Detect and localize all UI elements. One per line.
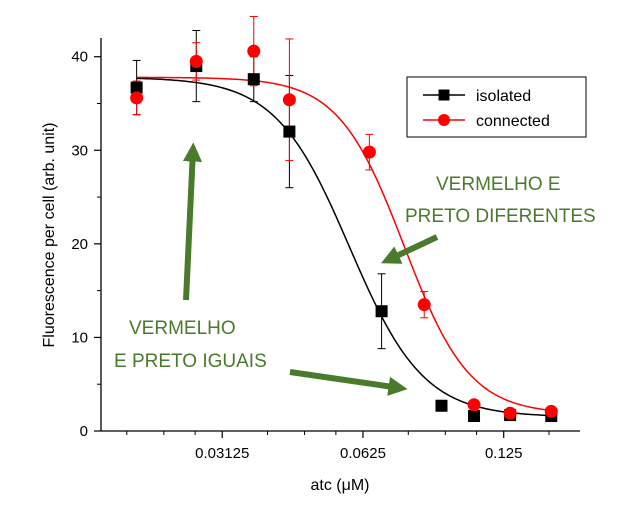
point-isolated [130, 81, 143, 94]
axis-ticks: 0 10 20 30 40 0.03125 0.0625 0.125 [71, 49, 550, 462]
x-tick-label: 0.03125 [195, 445, 249, 462]
error-bars [132, 15, 429, 350]
point-isolated [247, 73, 260, 86]
fit-curves [136, 76, 552, 417]
x-tick-label: 0.0625 [340, 445, 386, 462]
point-isolated [435, 399, 448, 412]
legend: isolated connected [406, 76, 587, 138]
annotation-equal-line1: VERMELHO [129, 318, 236, 339]
annotations: VERMELHO E PRETO DIFERENTES VERMELHO E P… [114, 142, 596, 396]
y-axis-title: Fluorescence per cell (arb. unit) [41, 123, 58, 348]
data-points [130, 44, 558, 423]
point-connected [130, 91, 144, 105]
legend-label-connected: connected [476, 113, 550, 130]
y-tick-label: 30 [71, 142, 88, 159]
legend-marker-connected [438, 114, 450, 126]
y-tick-label: 0 [80, 423, 88, 440]
point-connected [247, 44, 261, 58]
fit-curve-isolated [136, 77, 552, 417]
x-tick-label: 0.125 [485, 445, 523, 462]
point-connected [189, 54, 203, 68]
point-isolated [283, 125, 296, 138]
point-isolated [375, 305, 388, 318]
y-tick-label: 20 [71, 236, 88, 253]
annotation-different-line1: VERMELHO E [436, 174, 561, 195]
y-tick-label: 40 [71, 49, 88, 66]
point-connected [282, 93, 296, 107]
legend-box [406, 76, 587, 138]
arrow-up [182, 142, 203, 301]
arrow-left [381, 234, 439, 264]
fit-curve-connected [136, 76, 552, 412]
point-connected [544, 404, 558, 418]
x-axis-title: atc (μM) [311, 477, 370, 494]
arrow-right [289, 369, 408, 396]
legend-marker-isolated [438, 89, 450, 101]
annotation-different-line2: PRETO DIFERENTES [405, 206, 596, 227]
y-tick-label: 10 [71, 329, 88, 346]
point-connected [467, 398, 481, 412]
point-connected [362, 145, 376, 159]
legend-label-isolated: isolated [476, 88, 531, 105]
point-connected [417, 298, 431, 312]
point-isolated [468, 410, 481, 423]
point-connected [503, 406, 517, 420]
annotation-equal-line2: E PRETO IGUAIS [114, 351, 267, 372]
